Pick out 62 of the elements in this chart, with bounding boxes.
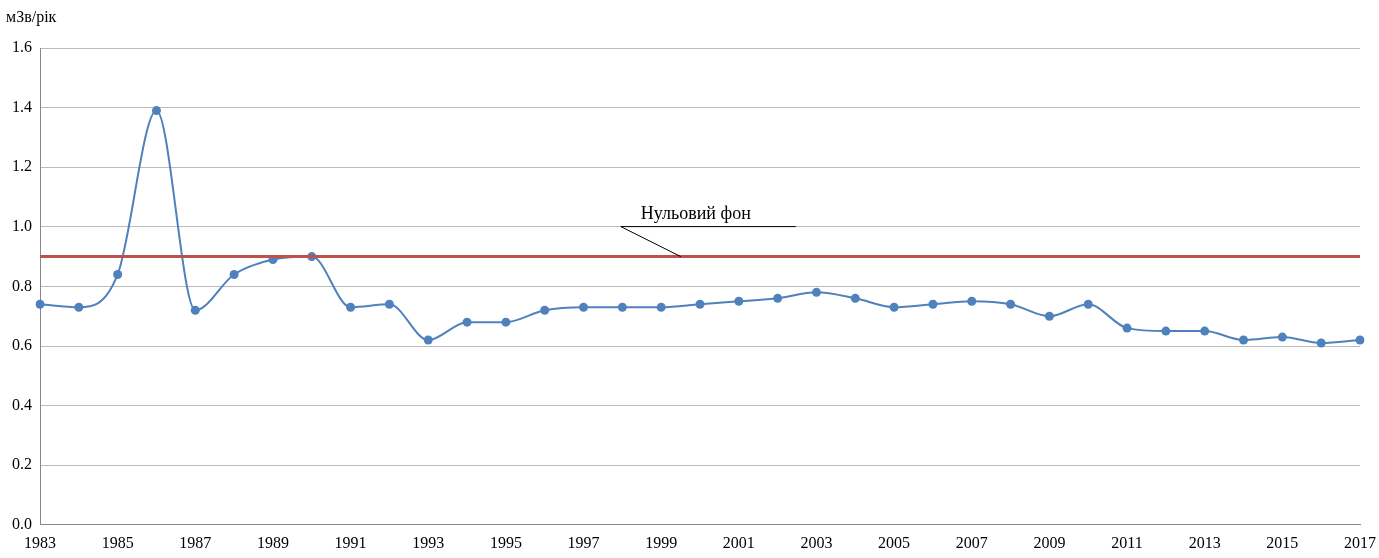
- x-tick-label: 1997: [567, 533, 600, 551]
- point: [1355, 335, 1365, 345]
- point: [151, 106, 161, 116]
- y-tick-label: 0.4: [12, 395, 32, 413]
- x-tick-label: 2017: [1344, 533, 1376, 551]
- point: [1277, 332, 1287, 342]
- point: [811, 287, 821, 297]
- y-axis-title: мЗв/рік: [6, 8, 57, 27]
- x-tick-label: 1995: [489, 533, 522, 551]
- point: [540, 305, 550, 315]
- x-tick-label: 1991: [334, 533, 367, 551]
- y-tick-label: 1.6: [12, 38, 32, 56]
- x-tick-label: 2015: [1266, 533, 1299, 551]
- point: [1122, 323, 1132, 333]
- point: [190, 305, 200, 315]
- y-tick-label: 0.2: [12, 455, 32, 473]
- x-tick-label: 1989: [256, 533, 289, 551]
- x-tick-label: 2005: [878, 533, 911, 551]
- y-tick-label: 1.0: [12, 217, 32, 234]
- x-tick-label: 1983: [24, 533, 56, 551]
- point: [384, 299, 394, 309]
- y-tick-label: 1.2: [12, 157, 32, 175]
- point: [967, 296, 977, 306]
- point: [1083, 299, 1093, 309]
- x-tick-label: 1999: [645, 533, 678, 551]
- point: [346, 302, 356, 312]
- x-tick-label: 2001: [722, 533, 755, 551]
- point: [1161, 326, 1171, 336]
- point: [35, 299, 45, 309]
- x-tick-label: 2011: [1111, 533, 1143, 551]
- x-tick-label: 2007: [955, 533, 988, 551]
- point: [1239, 335, 1249, 345]
- point: [113, 269, 123, 279]
- y-tick-label: 1.4: [12, 97, 32, 115]
- x-tick-label: 2013: [1188, 533, 1221, 551]
- x-tick-label: 1993: [412, 533, 445, 551]
- point: [1006, 299, 1016, 309]
- point: [501, 317, 511, 327]
- x-tick-label: 2003: [800, 533, 833, 551]
- point: [74, 302, 84, 312]
- point: [579, 302, 589, 312]
- ref-line-label: Нульовий фон: [640, 203, 752, 224]
- x-tick-label: 2009: [1033, 533, 1066, 551]
- x-tick-label: 1985: [101, 533, 134, 551]
- point: [1316, 338, 1326, 348]
- point: [1044, 311, 1054, 321]
- y-tick-label: 0.6: [12, 336, 32, 354]
- point: [889, 302, 899, 312]
- point: [928, 299, 938, 309]
- point: [850, 293, 860, 303]
- point: [1200, 326, 1210, 336]
- point: [617, 302, 627, 312]
- point: [695, 299, 705, 309]
- point: [656, 302, 666, 312]
- y-tick-label: 0.8: [12, 276, 32, 294]
- point: [462, 317, 472, 327]
- point: [734, 296, 744, 306]
- x-tick-label: 1987: [179, 533, 212, 551]
- point: [423, 335, 433, 345]
- point: [229, 269, 239, 279]
- point: [773, 293, 783, 303]
- y-tick-label: 0.0: [12, 515, 32, 532]
